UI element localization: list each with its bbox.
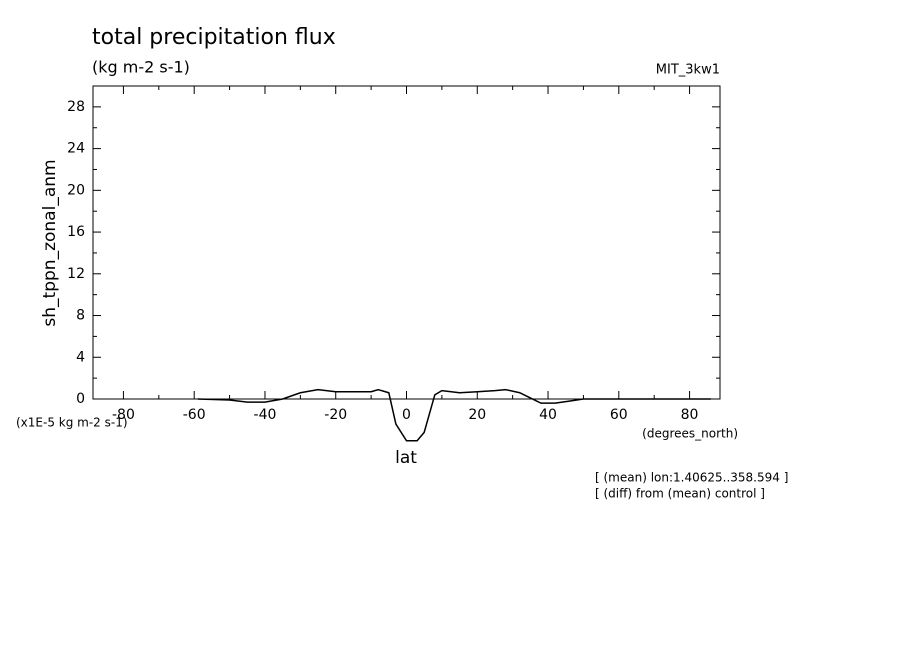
x-tick-label: -60 <box>183 407 206 423</box>
x-tick-label: 80 <box>681 407 699 423</box>
note: [ (diff) from (mean) control ] <box>595 487 765 501</box>
y-tick-label: 12 <box>67 266 85 282</box>
subtitle: (kg m-2 s-1) <box>92 58 190 77</box>
x-tick-label: 60 <box>610 407 628 423</box>
x-units: (degrees_north) <box>642 427 738 441</box>
x-tick-label: 20 <box>468 407 486 423</box>
x-tick-label: -20 <box>324 407 347 423</box>
y-units: (x1E-5 kg m-2 s-1) <box>16 416 128 430</box>
y-tick-label: 24 <box>67 141 85 157</box>
y-tick-label: 28 <box>67 99 85 115</box>
note: [ (mean) lon:1.40625..358.594 ] <box>595 471 788 485</box>
chart-title: total precipitation flux <box>92 25 336 50</box>
y-axis-label: sh_tppn_zonal_anm <box>40 159 60 326</box>
y-tick-label: 20 <box>67 182 85 198</box>
x-tick-label: -80 <box>112 407 135 423</box>
x-tick-label: 0 <box>402 407 411 423</box>
y-tick-label: 8 <box>76 308 85 324</box>
x-tick-label: 40 <box>539 407 557 423</box>
x-axis-label: lat <box>395 448 417 468</box>
y-tick-label: 0 <box>76 391 85 407</box>
x-tick-label: -40 <box>254 407 277 423</box>
data-line <box>197 388 711 442</box>
dataset-label: MIT_3kw1 <box>656 63 720 78</box>
y-tick-label: 16 <box>67 224 85 240</box>
y-tick-label: 4 <box>76 349 85 365</box>
plot-frame <box>92 85 721 400</box>
